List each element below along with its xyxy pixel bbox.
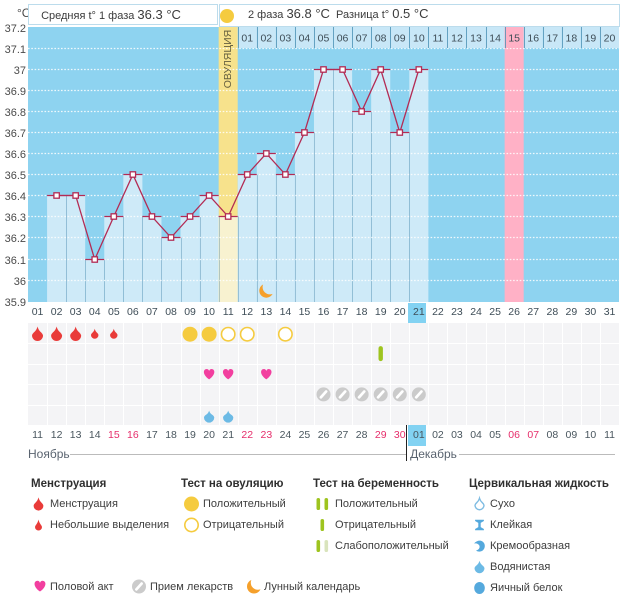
svg-text:09: 09	[394, 33, 406, 45]
svg-text:02: 02	[260, 33, 272, 45]
svg-text:16: 16	[527, 33, 539, 45]
svg-text:01: 01	[241, 33, 253, 45]
svg-text:11: 11	[432, 33, 443, 45]
svg-text:04: 04	[299, 33, 311, 45]
svg-text:17: 17	[546, 33, 558, 45]
svg-text:20: 20	[604, 33, 616, 45]
svg-text:03: 03	[280, 33, 292, 45]
svg-text:06: 06	[337, 33, 349, 45]
svg-text:05: 05	[318, 33, 330, 45]
svg-text:19: 19	[585, 33, 597, 45]
svg-text:07: 07	[356, 33, 368, 45]
svg-text:13: 13	[470, 33, 482, 45]
svg-text:08: 08	[375, 33, 387, 45]
svg-text:18: 18	[566, 33, 578, 45]
svg-text:10: 10	[413, 33, 425, 45]
svg-text:15: 15	[508, 33, 520, 45]
svg-text:14: 14	[489, 33, 501, 45]
svg-text:12: 12	[451, 33, 463, 45]
